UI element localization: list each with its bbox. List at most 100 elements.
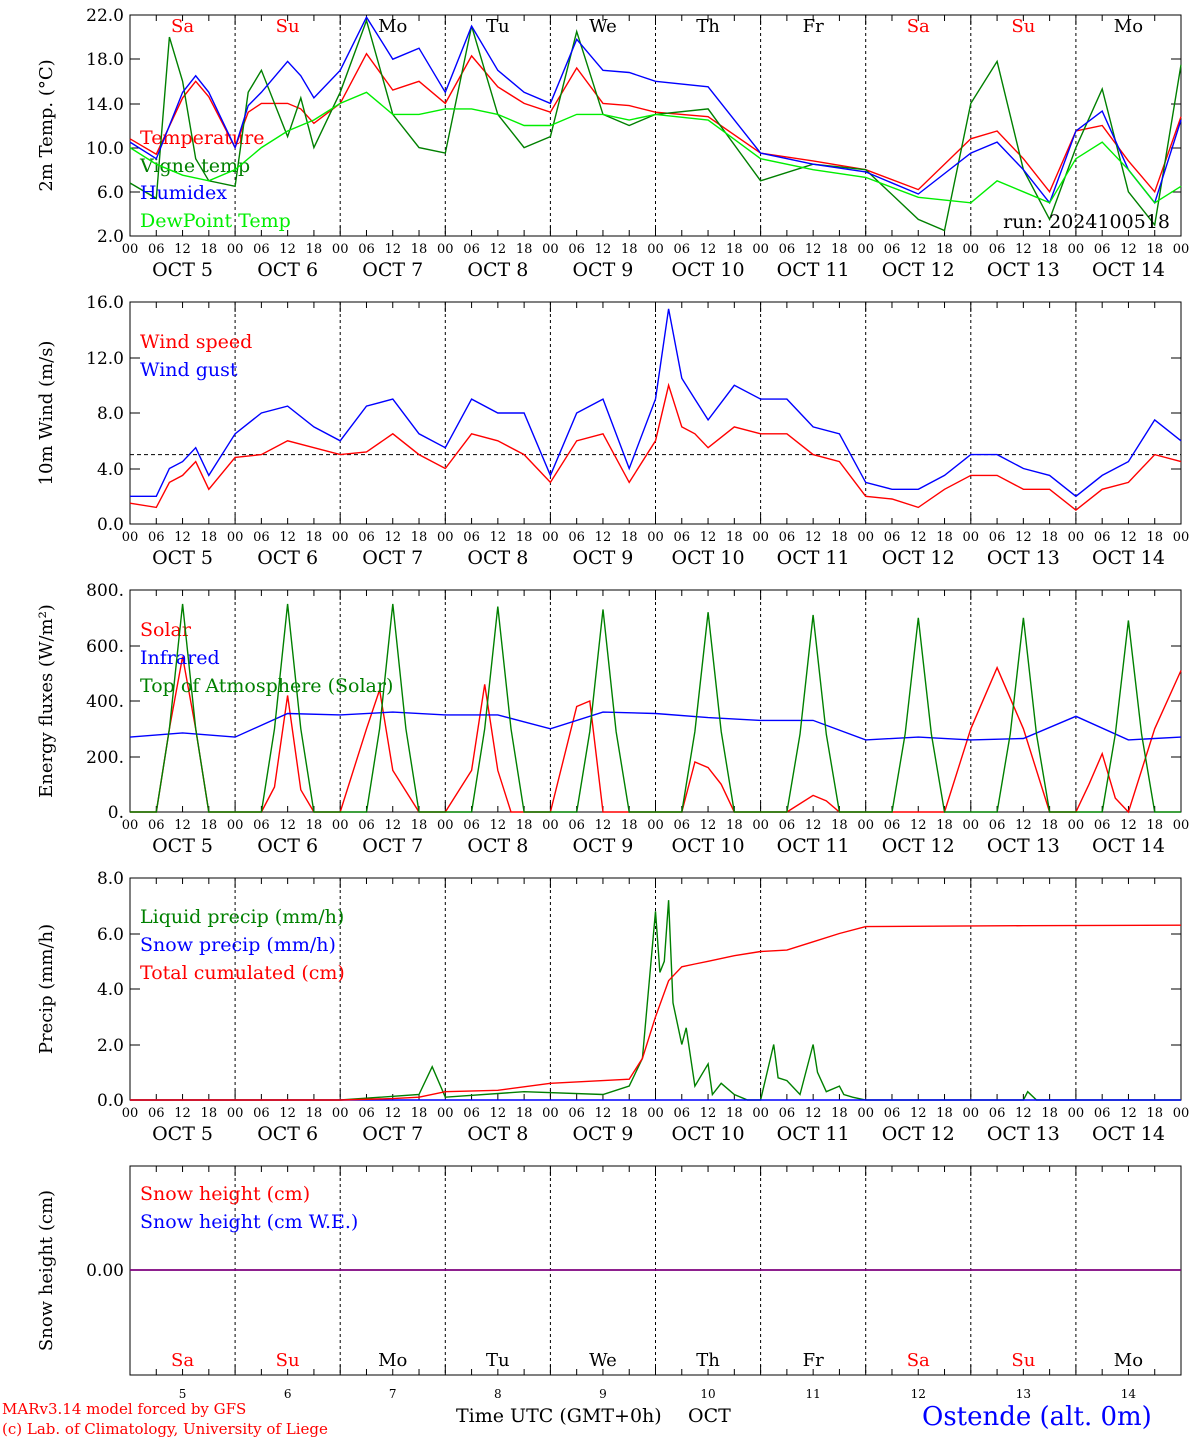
hour-label: 06 <box>358 1106 375 1121</box>
y-tick-label: 2.0 <box>97 227 124 247</box>
legend-entry: DewPoint Temp <box>140 210 291 232</box>
weekday-label: Su <box>276 1350 300 1371</box>
hour-label: 18 <box>621 1106 638 1121</box>
weekday-label: Th <box>696 16 720 37</box>
y-tick-label: 0.0 <box>97 515 124 535</box>
hour-label: 12 <box>700 242 717 257</box>
hour-label: 12 <box>700 530 717 545</box>
date-label: OCT 11 <box>777 547 850 569</box>
hour-label: 00 <box>857 1106 874 1121</box>
date-label: OCT 9 <box>572 1123 633 1145</box>
hour-label: 00 <box>752 530 769 545</box>
y-tick-label: 22.0 <box>86 6 124 26</box>
hour-label: 06 <box>463 530 480 545</box>
legend-entry: Wind gust <box>140 359 238 381</box>
hour-label: 12 <box>384 530 401 545</box>
weekday-label: Fr <box>803 16 824 37</box>
hour-label: 12 <box>279 818 296 833</box>
hour-label: 18 <box>1041 530 1058 545</box>
date-label: OCT 6 <box>257 835 318 857</box>
weekday-label: Sa <box>171 16 194 37</box>
date-label: OCT 10 <box>672 1123 745 1145</box>
hour-label: 18 <box>1146 242 1163 257</box>
hour-label: 18 <box>621 818 638 833</box>
date-label: OCT 14 <box>1092 1123 1165 1145</box>
day-number: 11 <box>806 1387 821 1401</box>
hour-label: 12 <box>1120 242 1137 257</box>
hour-label: 18 <box>726 1106 743 1121</box>
hour-label: 18 <box>516 818 533 833</box>
date-label: OCT 6 <box>257 1123 318 1145</box>
panel-1: 00 06 12 18 00 06 12 18 00 06 12 18 00 06 12 18 00 06 12 18… <box>36 6 1189 281</box>
date-label: OCT 13 <box>987 1123 1060 1145</box>
y-tick-label: 600. <box>86 637 124 657</box>
hour-label: 12 <box>174 242 191 257</box>
hour-label: 18 <box>831 1106 848 1121</box>
date-label: OCT 7 <box>362 835 423 857</box>
hour-label: 00 <box>647 530 664 545</box>
hour-label: 12 <box>805 242 822 257</box>
date-label: OCT 9 <box>572 547 633 569</box>
date-label: OCT 6 <box>257 547 318 569</box>
hour-label: 00 <box>1173 1106 1190 1121</box>
hour-label: 00 <box>963 1106 980 1121</box>
hour-label: 18 <box>936 242 953 257</box>
y-tick-label: 400. <box>86 692 124 712</box>
hour-label: 00 <box>857 530 874 545</box>
hour-label: 00 <box>963 530 980 545</box>
hour-label: 00 <box>437 1106 454 1121</box>
y-axis-label: Precip (mm/h) <box>36 924 57 1054</box>
hour-label: 12 <box>910 818 927 833</box>
hour-label: 00 <box>752 242 769 257</box>
hour-label: 18 <box>621 242 638 257</box>
y-axis-label: Snow height (cm) <box>36 1190 57 1351</box>
hour-label: 18 <box>1041 1106 1058 1121</box>
hour-label: 12 <box>279 1106 296 1121</box>
hour-label: 06 <box>674 530 691 545</box>
hour-label: 18 <box>516 1106 533 1121</box>
hour-label: 00 <box>1068 242 1085 257</box>
hour-label: 12 <box>490 242 507 257</box>
hour-label: 06 <box>989 1106 1006 1121</box>
hour-label: 06 <box>779 530 796 545</box>
model-credit: MARv3.14 model forced by GFS <box>2 1400 247 1418</box>
weekday-label: Sa <box>907 16 930 37</box>
hour-label: 06 <box>884 242 901 257</box>
date-label: OCT 9 <box>572 835 633 857</box>
hour-label: 18 <box>1146 530 1163 545</box>
hour-label: 06 <box>674 1106 691 1121</box>
hour-label: 06 <box>568 818 585 833</box>
x-axis-month: OCT <box>688 1405 731 1427</box>
day-number: 10 <box>700 1387 715 1401</box>
hour-label: 12 <box>910 1106 927 1121</box>
hour-label: 12 <box>1015 530 1032 545</box>
day-number: 7 <box>389 1387 397 1401</box>
hour-label: 12 <box>910 242 927 257</box>
y-axis-label: 2m Temp. (°C) <box>36 59 57 191</box>
day-number: 9 <box>599 1387 607 1401</box>
station-name: Ostende (alt. 0m) <box>922 1402 1152 1432</box>
date-label: OCT 14 <box>1092 835 1165 857</box>
date-label: OCT 11 <box>777 835 850 857</box>
hour-label: 00 <box>332 818 349 833</box>
hour-label: 00 <box>332 242 349 257</box>
weekday-label: Su <box>1011 16 1035 37</box>
date-label: OCT 11 <box>777 1123 850 1145</box>
y-tick-label: 10.0 <box>86 139 124 159</box>
legend-entry: Snow height (cm) <box>140 1183 310 1205</box>
hour-label: 06 <box>1094 242 1111 257</box>
legend-entry: Total cumulated (cm) <box>140 962 345 984</box>
legend-entry: Wind speed <box>140 331 252 353</box>
y-tick-label: 8.0 <box>97 869 124 889</box>
date-label: OCT 11 <box>777 259 850 281</box>
y-tick-label: 800. <box>86 581 124 601</box>
weekday-label: Fr <box>803 1350 824 1371</box>
hour-label: 12 <box>384 818 401 833</box>
y-axis-label: Energy fluxes (W/m²) <box>36 604 57 798</box>
weekday-label: Sa <box>907 1350 930 1371</box>
hour-label: 18 <box>201 242 218 257</box>
weekday-label: We <box>589 16 617 37</box>
weekday-label: Tu <box>486 16 510 37</box>
date-label: OCT 14 <box>1092 547 1165 569</box>
hour-label: 00 <box>122 818 139 833</box>
